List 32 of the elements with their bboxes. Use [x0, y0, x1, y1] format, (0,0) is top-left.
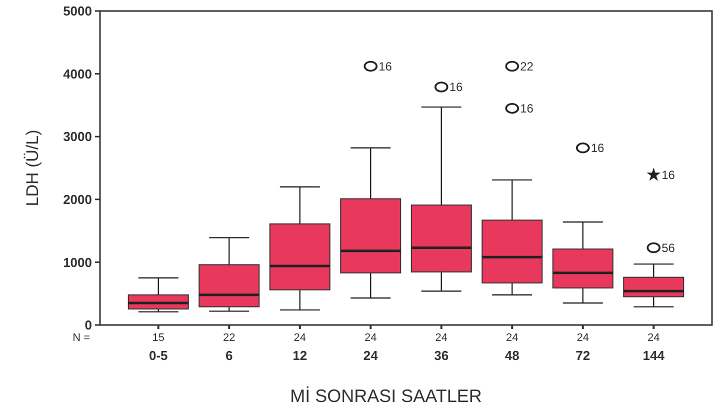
text: 22 [223, 332, 236, 344]
annotation: 16 [378, 59, 392, 74]
text: 24 [648, 332, 660, 344]
x-tick-label: 144 [642, 348, 666, 363]
y-tick-label: 4000 [63, 66, 92, 82]
y-tick-label: 1000 [63, 254, 92, 270]
y-tick-label: 5000 [63, 4, 92, 19]
x-tick-label: 0-5 [148, 348, 168, 363]
text: 24 [364, 332, 377, 344]
text: 15 [152, 332, 164, 344]
y-tick-label: 3000 [63, 129, 92, 144]
text: 24 [576, 332, 589, 344]
annotation: 56 [662, 240, 676, 255]
annotation: 16 [449, 80, 464, 94]
annotation: 22 [520, 59, 534, 74]
x-tick-label: 24 [363, 348, 379, 363]
x-tick-label: 6 [226, 348, 233, 363]
text: 24 [294, 332, 306, 344]
annotation: 16 [590, 141, 605, 156]
y-tick-label: 2000 [63, 192, 92, 207]
x-tick-label: 72 [576, 348, 590, 363]
x-tick-label: 48 [504, 348, 520, 363]
text: 24 [435, 332, 448, 344]
x-axis-title: Mİ SONRASI SAATLER [290, 386, 482, 406]
x-tick-label: 36 [434, 348, 449, 363]
annotation: 16 [520, 102, 534, 116]
y-tick-label: 0 [84, 318, 92, 333]
y-axis-title: LDH (Ü/L) [23, 130, 42, 206]
annotation: 16 [662, 168, 676, 182]
x-tick-label: 12 [292, 348, 308, 363]
text: 24 [506, 332, 518, 344]
text: N = [72, 332, 90, 344]
